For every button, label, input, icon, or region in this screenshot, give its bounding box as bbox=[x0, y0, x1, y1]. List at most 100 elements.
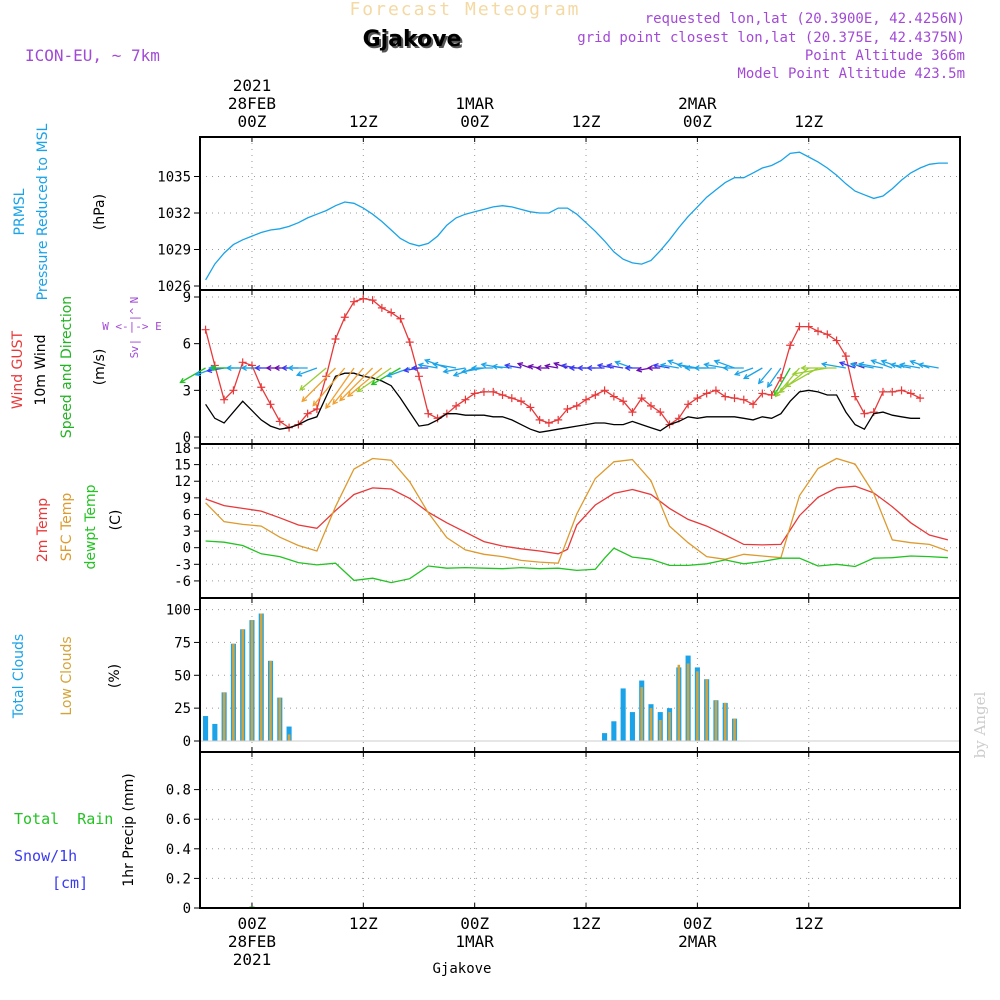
wind-arrow-head bbox=[332, 398, 339, 406]
low-clouds-bar bbox=[686, 663, 690, 741]
wind-arrow bbox=[443, 367, 466, 373]
low-clouds-bar bbox=[714, 700, 718, 741]
gust-marker bbox=[396, 314, 405, 323]
total-clouds-bar bbox=[629, 712, 635, 741]
gust-marker bbox=[544, 419, 553, 427]
chart-title: Forecast Meteogram bbox=[349, 0, 580, 20]
bottom-time-label: 2021 bbox=[233, 950, 272, 969]
dewpt-temp-label: dewpt Temp bbox=[83, 484, 99, 569]
wind-arrow bbox=[822, 363, 846, 369]
svg-text:|: | bbox=[128, 339, 141, 346]
y-tick-label: 0 bbox=[183, 430, 191, 446]
gust-marker bbox=[526, 403, 535, 412]
percent-unit-label: (%) bbox=[107, 664, 123, 688]
gust-marker bbox=[814, 327, 823, 336]
wind-arrow-head bbox=[210, 365, 217, 371]
wind-arrow bbox=[545, 365, 559, 369]
low-clouds-bar bbox=[668, 712, 671, 741]
wind-arrow bbox=[859, 363, 884, 369]
gust-marker bbox=[730, 394, 739, 403]
wind-compass: N ^ | W <-|-> E | v S bbox=[102, 297, 162, 359]
wind-arrow-head bbox=[784, 381, 791, 388]
wind-arrow bbox=[900, 363, 921, 369]
y-tick-label: 1032 bbox=[157, 206, 191, 222]
wind-arrow bbox=[312, 367, 346, 406]
wind-arrow bbox=[767, 367, 782, 388]
gust-marker bbox=[312, 405, 321, 413]
top-time-label: 00Z bbox=[238, 112, 267, 131]
y-tick-label: 0 bbox=[183, 541, 191, 557]
y-tick-label: 1026 bbox=[157, 279, 191, 295]
gust-marker bbox=[758, 389, 767, 398]
wind-arrow-head bbox=[774, 391, 781, 398]
wind-arrow-head bbox=[295, 370, 303, 377]
gust-marker bbox=[563, 405, 572, 413]
low-clouds-bar bbox=[705, 679, 708, 741]
wind-arrow bbox=[871, 359, 893, 369]
y-tick-label: 9 bbox=[183, 290, 191, 306]
low-clouds-bar bbox=[259, 613, 263, 741]
wind-arrow-head bbox=[347, 391, 354, 398]
gust-marker bbox=[229, 386, 238, 395]
gust-marker bbox=[888, 387, 897, 396]
low-clouds-bar bbox=[696, 671, 699, 741]
pressure-msl-label: Pressure Reduced to MSL bbox=[35, 123, 51, 300]
wind-arrow-head bbox=[299, 384, 306, 391]
wind-arrow-head bbox=[703, 362, 710, 368]
bottom-time-label: 00Z bbox=[238, 914, 267, 933]
wind-arrow bbox=[517, 362, 531, 369]
wind-arrow bbox=[918, 363, 939, 369]
celsius-unit-label: (C) bbox=[108, 510, 124, 531]
low-clouds-bar bbox=[723, 702, 727, 741]
y-tick-label: 25 bbox=[174, 701, 191, 717]
gust-marker bbox=[906, 389, 915, 398]
total-clouds-bar bbox=[602, 733, 608, 741]
gust-marker bbox=[823, 330, 832, 339]
wind-arrow bbox=[301, 367, 336, 402]
wind-arrow bbox=[433, 363, 457, 369]
wind-arrow-head bbox=[560, 363, 567, 370]
total-clouds-bar bbox=[203, 716, 209, 741]
wind-gust-label: Wind GUST bbox=[10, 330, 26, 409]
wind-arrow-head bbox=[646, 365, 653, 371]
wind-arrow-head bbox=[301, 396, 308, 403]
wind-arrow-head bbox=[791, 370, 798, 377]
gust-marker bbox=[628, 408, 637, 417]
wind-arrow bbox=[792, 367, 828, 375]
bottom-time-label: 12Z bbox=[349, 914, 378, 933]
wind-arrow-head bbox=[800, 365, 807, 371]
wind-arrow bbox=[615, 361, 633, 369]
gust-marker bbox=[387, 308, 396, 317]
wind-arrow-head bbox=[254, 365, 261, 371]
wind-arrow-head bbox=[917, 362, 924, 369]
bottom-time-label: 00Z bbox=[683, 914, 712, 933]
y-tick-label: 9 bbox=[183, 491, 191, 507]
gust-marker bbox=[860, 409, 869, 418]
gust-marker bbox=[331, 335, 340, 343]
wind-arrow-head bbox=[402, 366, 410, 373]
ms-unit-label: (m/s) bbox=[92, 349, 108, 386]
y-tick-label: 100 bbox=[166, 603, 191, 619]
y-tick-label: 3 bbox=[183, 524, 191, 540]
wind-arrow-head bbox=[194, 370, 202, 377]
wind-arrow-head bbox=[516, 362, 524, 368]
wind-arrow bbox=[418, 364, 438, 369]
wind-arrow-head bbox=[491, 363, 498, 370]
gust-marker bbox=[916, 394, 925, 403]
wind-arrow-head bbox=[596, 363, 604, 369]
gust-marker bbox=[721, 392, 730, 401]
low-clouds-bar bbox=[269, 660, 272, 741]
wind-arrow-head bbox=[535, 365, 542, 371]
y-tick-label: 1035 bbox=[157, 170, 191, 186]
y-tick-label: 50 bbox=[174, 668, 191, 684]
low-clouds-bar bbox=[250, 620, 254, 741]
gust-marker bbox=[619, 397, 628, 406]
y-tick-label: 75 bbox=[174, 635, 191, 651]
wind-arrow-head bbox=[774, 389, 780, 397]
gust-marker bbox=[804, 322, 813, 331]
footer-location: Gjakove bbox=[432, 961, 491, 977]
wind-arrow bbox=[357, 367, 392, 393]
gust-marker bbox=[470, 389, 479, 398]
